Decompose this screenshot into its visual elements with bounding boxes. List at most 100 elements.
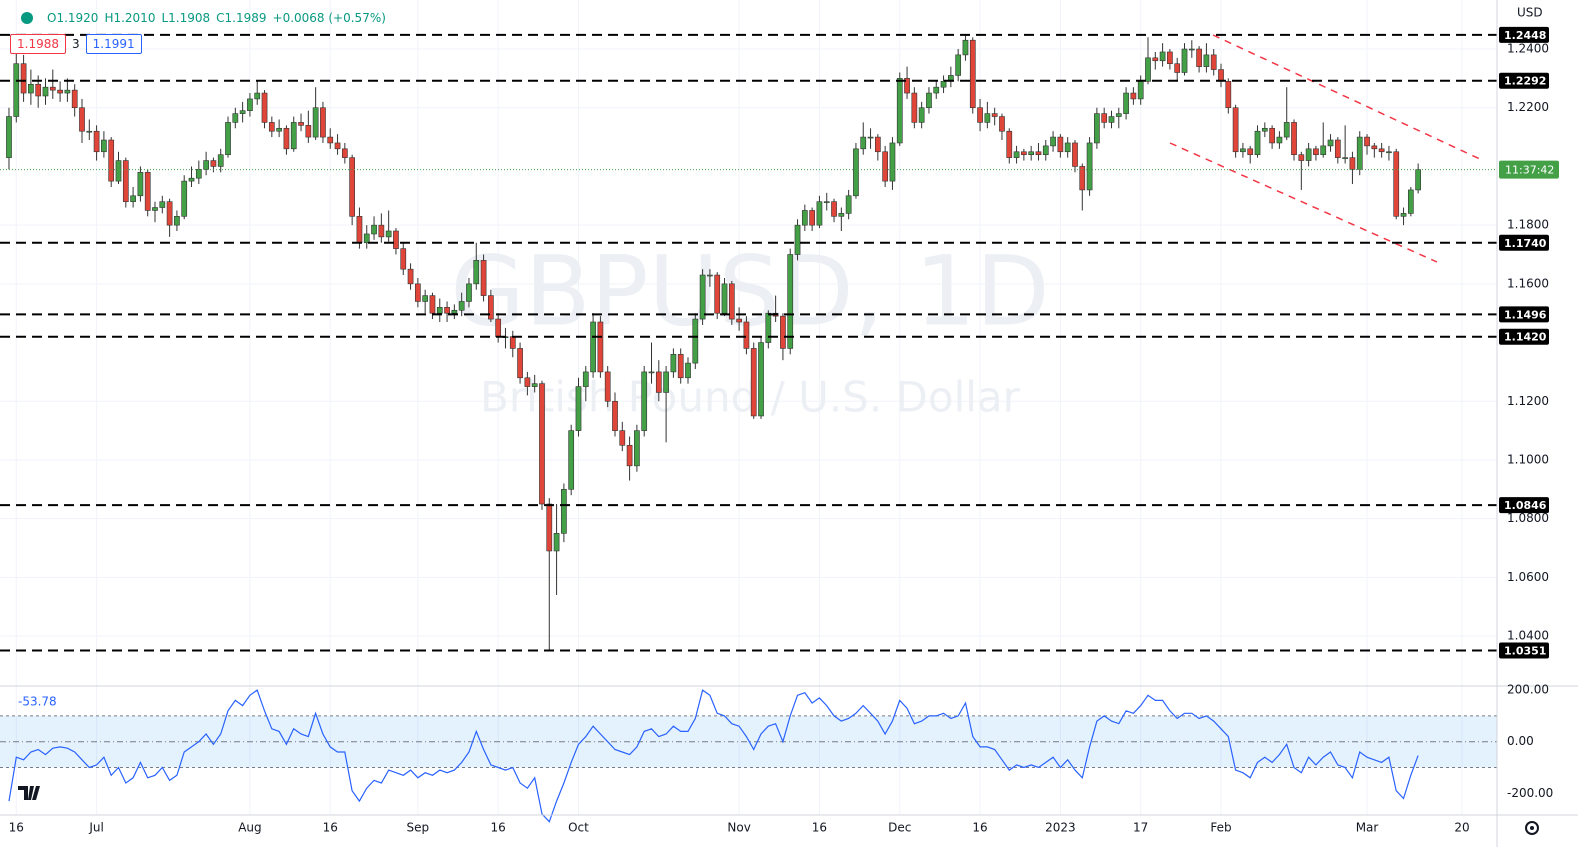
candle-body <box>612 400 618 431</box>
candle-body <box>1167 51 1173 64</box>
candle-body <box>1407 189 1414 214</box>
candle-body <box>1050 136 1056 147</box>
candle-body <box>1276 136 1283 144</box>
candle-body <box>28 83 34 94</box>
candle-body <box>35 83 42 97</box>
x-tick-label: Jul <box>88 821 103 835</box>
candle-body <box>991 113 998 117</box>
candle-body <box>393 230 399 249</box>
candle-body <box>634 430 640 467</box>
x-tick-label: Oct <box>568 821 589 835</box>
buy-button[interactable]: 1.1991 <box>85 34 142 54</box>
trend-line <box>1169 142 1438 263</box>
change: +0.0068 (+0.57%) <box>272 11 386 25</box>
candle-body <box>261 92 268 123</box>
candle-body <box>415 283 421 302</box>
candle-body <box>1415 169 1422 191</box>
x-tick-label: 17 <box>1133 821 1148 835</box>
candle-body <box>1283 122 1290 138</box>
x-tick-label: Sep <box>407 821 430 835</box>
y-tick-label: 1.1800 <box>1507 218 1549 232</box>
candle-body <box>1115 113 1122 117</box>
candle-body <box>217 154 224 167</box>
candle-body <box>385 230 392 238</box>
candle-body <box>1021 151 1027 155</box>
countdown: 11:37:42 <box>1505 164 1554 177</box>
y-tick-label: 1.0400 <box>1507 629 1549 643</box>
candle-body <box>999 116 1005 132</box>
candle-body <box>626 444 633 467</box>
candle-body <box>1086 142 1093 191</box>
x-tick-label: 16 <box>972 821 987 835</box>
candle-body <box>1386 151 1392 154</box>
candle-body <box>444 307 450 314</box>
candle-body <box>904 78 910 94</box>
candle-body <box>568 430 575 490</box>
candle-body <box>553 533 560 552</box>
candle-body <box>93 130 100 153</box>
settings-icon[interactable] <box>1525 821 1539 835</box>
candle-body <box>1320 145 1327 155</box>
y-tick-label: 1.1600 <box>1507 276 1549 290</box>
candle-body <box>517 348 523 379</box>
candle-body <box>1349 157 1356 170</box>
x-tick-label: Feb <box>1210 821 1231 835</box>
candle-body <box>451 309 458 314</box>
level-label: 1.2292 <box>1504 75 1546 88</box>
x-tick-label: 20 <box>1454 821 1469 835</box>
x-tick-label: 16 <box>9 821 24 835</box>
tv-logo <box>18 786 40 800</box>
x-tick-label: 2023 <box>1045 821 1076 835</box>
level-label-box <box>1499 72 1549 89</box>
candle-body <box>210 160 217 167</box>
candle-body <box>232 113 239 123</box>
level-label-box <box>1499 26 1549 43</box>
y-tick-label: 1.0600 <box>1507 570 1549 584</box>
candle-body <box>933 86 940 94</box>
candle-body <box>750 348 757 417</box>
candle-body <box>1159 51 1166 62</box>
y-tick-label: 200.00 <box>1507 683 1549 697</box>
candle-body <box>20 63 27 94</box>
candle-body <box>707 274 713 277</box>
y-tick-label: 1.1200 <box>1507 394 1549 408</box>
candle-body <box>1247 148 1254 155</box>
candle-body <box>159 201 166 208</box>
candle-body <box>6 116 12 158</box>
candle-body <box>685 362 691 379</box>
candle-body <box>466 283 472 302</box>
candle-body <box>1108 116 1115 123</box>
candle-body <box>838 213 845 217</box>
candle-body <box>1400 213 1407 217</box>
candle-body <box>546 503 553 552</box>
candle-body <box>1006 130 1013 158</box>
candle-body <box>721 283 728 314</box>
candle-body <box>79 107 85 132</box>
candle-body <box>743 321 750 349</box>
candle-body <box>108 139 115 182</box>
x-tick-label: 16 <box>812 821 827 835</box>
candle-body <box>42 86 49 97</box>
candle-body <box>1028 151 1035 155</box>
candle-body <box>166 201 173 226</box>
candle-body <box>1101 113 1108 123</box>
candle-body <box>977 107 983 123</box>
close: C1.1989 <box>216 11 267 25</box>
level-label: 1.0351 <box>1504 644 1546 657</box>
candle-body <box>473 260 480 285</box>
candle-body <box>247 98 253 111</box>
candle-body <box>787 254 794 349</box>
candle-body <box>312 107 319 138</box>
candle-body <box>509 336 516 349</box>
candle-body <box>1327 139 1334 147</box>
candle-body <box>1291 122 1297 155</box>
candle-body <box>371 224 377 235</box>
candle-body <box>305 125 312 138</box>
candle-body <box>1035 151 1042 155</box>
y-tick-label: 0.00 <box>1507 734 1534 748</box>
watermark-symbol: GBPUSD, 1D <box>450 235 1049 347</box>
candle-body <box>1378 148 1385 153</box>
x-tick-label: Mar <box>1356 821 1379 835</box>
candle-body <box>816 201 823 226</box>
sell-button[interactable]: 1.1988 <box>10 34 66 54</box>
